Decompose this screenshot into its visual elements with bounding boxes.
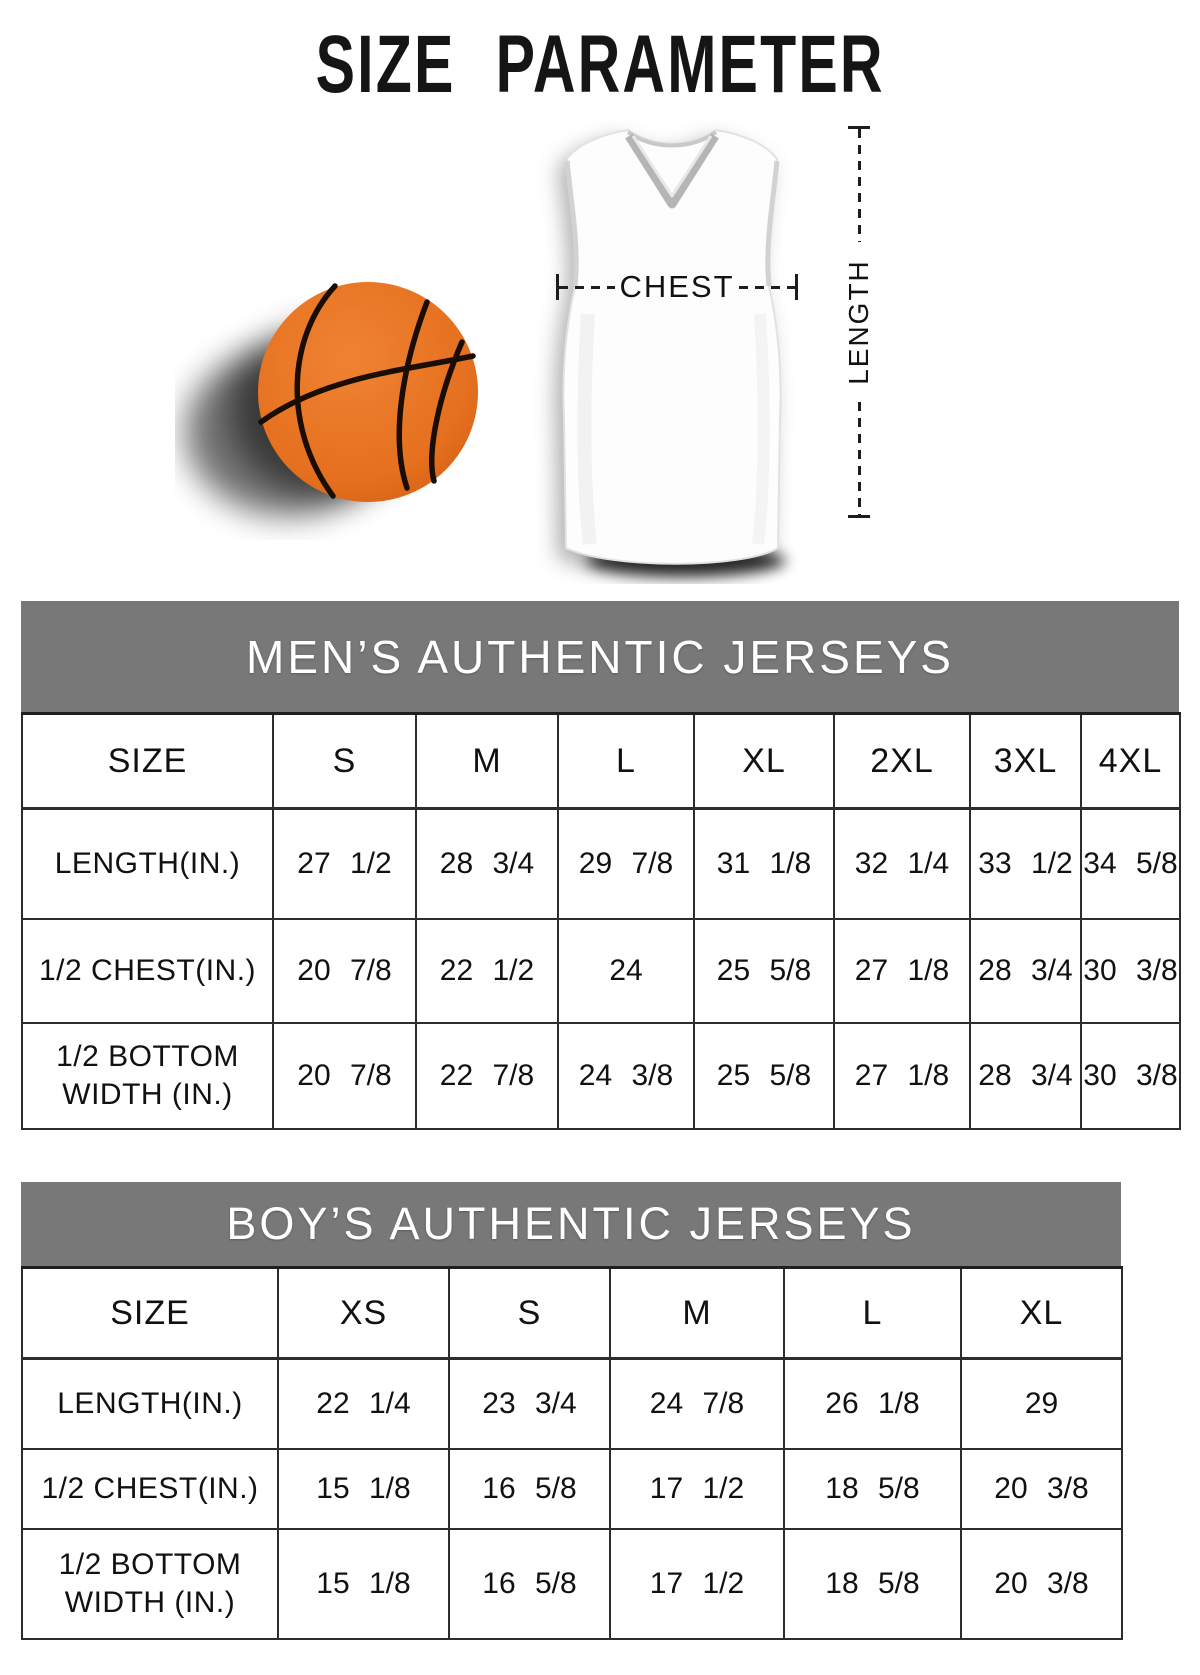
tick-mark (556, 274, 559, 300)
size-value-cell: 20 3/8 (960, 1527, 1123, 1640)
page-title-text: SIZE PARAMETER (315, 19, 885, 110)
size-value-cell: 34 5/8 (1080, 807, 1181, 920)
size-value-cell: 20 7/8 (272, 1021, 417, 1130)
size-value-cell: 20 7/8 (272, 917, 417, 1024)
jersey-fold-right (752, 313, 770, 545)
dash-segment (559, 285, 616, 289)
size-value-cell: 32 1/4 (833, 807, 971, 920)
dash-segment (857, 129, 861, 242)
size-value-cell: 29 7/8 (557, 807, 695, 920)
size-col-header: XS (277, 1266, 450, 1360)
size-value-cell: 28 3/4 (969, 917, 1082, 1024)
size-value-cell: 27 1/8 (833, 1021, 971, 1130)
mens-size-table: SIZE S M L XL 2XL 3XL 4XL LENGTH(IN.) 27… (21, 712, 1181, 1130)
measurement-diagram: CHEST LENGTH (0, 100, 1200, 600)
size-value-cell: 25 5/8 (693, 1021, 835, 1130)
length-label: LENGTH (843, 259, 875, 385)
size-value-cell: 30 3/8 (1080, 1021, 1181, 1130)
boys-table-title: BOY’S AUTHENTIC JERSEYS (21, 1182, 1121, 1266)
size-value-cell: 24 3/8 (557, 1021, 695, 1130)
size-col-header: XL (960, 1266, 1123, 1360)
dash-segment (857, 402, 861, 515)
size-col-header: L (557, 712, 695, 810)
size-value-cell: 22 1/4 (277, 1357, 450, 1450)
size-col-header: 4XL (1080, 712, 1181, 810)
size-value-cell: 31 1/8 (693, 807, 835, 920)
size-header-cell: SIZE (21, 712, 274, 810)
size-value-cell: 17 1/2 (609, 1527, 785, 1640)
boys-size-table-section: BOY’S AUTHENTIC JERSEYS SIZE XS S M L XL… (21, 1182, 1123, 1640)
row-label: LENGTH(IN.) (21, 807, 274, 920)
table-row: 1/2 CHEST(IN.) 20 7/8 22 1/2 24 25 5/8 2… (21, 917, 1181, 1024)
size-col-header: S (272, 712, 417, 810)
size-value-cell: 24 7/8 (609, 1357, 785, 1450)
jersey-vneck (625, 133, 719, 209)
mens-size-table-section: MEN’S AUTHENTIC JERSEYS SIZE S M L XL 2X… (21, 601, 1181, 1130)
jersey-armhole-left (564, 160, 579, 287)
table-row: 1/2 BOTTOM WIDTH (IN.) 20 7/8 22 7/8 24 … (21, 1021, 1181, 1130)
size-value-cell: 15 1/8 (277, 1447, 450, 1530)
size-value-cell: 27 1/2 (272, 807, 417, 920)
size-col-header: XL (693, 712, 835, 810)
size-col-header: M (415, 712, 559, 810)
size-value-cell: 16 5/8 (448, 1447, 611, 1530)
mens-table-title: MEN’S AUTHENTIC JERSEYS (21, 601, 1179, 712)
size-col-header: S (448, 1266, 611, 1360)
basketball-seams (258, 283, 476, 499)
length-measure-line: LENGTH (836, 126, 882, 518)
row-label: 1/2 CHEST(IN.) (21, 917, 274, 1024)
tick-mark (795, 274, 799, 300)
table-header-row: SIZE S M L XL 2XL 3XL 4XL (21, 712, 1181, 810)
size-col-header: M (609, 1266, 785, 1360)
row-label: 1/2 BOTTOM WIDTH (IN.) (21, 1527, 279, 1640)
jersey-collar-back (626, 130, 718, 148)
size-value-cell: 22 1/2 (415, 917, 559, 1024)
basketball-circle (258, 282, 478, 502)
table-row: LENGTH(IN.) 27 1/2 28 3/4 29 7/8 31 1/8 … (21, 807, 1181, 920)
basketball-image (185, 282, 478, 516)
size-value-cell: 20 3/8 (960, 1447, 1123, 1530)
size-value-cell: 16 5/8 (448, 1527, 611, 1640)
table-header-row: SIZE XS S M L XL (21, 1266, 1123, 1360)
tick-mark (848, 126, 870, 129)
chest-label: CHEST (619, 269, 735, 304)
size-value-cell: 33 1/2 (969, 807, 1082, 920)
size-value-cell: 24 (557, 917, 695, 1024)
length-label-wrap: LENGTH (839, 242, 879, 402)
row-label: LENGTH(IN.) (21, 1357, 279, 1450)
size-header-cell: SIZE (21, 1266, 279, 1360)
table-row: 1/2 CHEST(IN.) 15 1/8 16 5/8 17 1/2 18 5… (21, 1447, 1123, 1530)
size-value-cell: 28 3/4 (415, 807, 559, 920)
dash-segment (738, 285, 796, 289)
jersey-fold-left (577, 313, 597, 545)
size-value-cell: 29 (960, 1357, 1123, 1450)
size-value-cell: 17 1/2 (609, 1447, 785, 1530)
table-row: LENGTH(IN.) 22 1/4 23 3/4 24 7/8 26 1/8 … (21, 1357, 1123, 1450)
chest-measure-line: CHEST (556, 267, 799, 307)
size-value-cell: 25 5/8 (693, 917, 835, 1024)
jersey-vneck-inner (631, 135, 713, 198)
size-value-cell: 23 3/4 (448, 1357, 611, 1450)
size-value-cell: 28 3/4 (969, 1021, 1082, 1130)
row-label: 1/2 BOTTOM WIDTH (IN.) (21, 1021, 274, 1130)
size-value-cell: 22 7/8 (415, 1021, 559, 1130)
size-value-cell: 30 3/8 (1080, 917, 1181, 1024)
jersey-image (562, 128, 786, 576)
size-col-header: L (783, 1266, 962, 1360)
size-value-cell: 26 1/8 (783, 1357, 962, 1450)
size-col-header: 2XL (833, 712, 971, 810)
boys-size-table: SIZE XS S M L XL LENGTH(IN.) 22 1/4 23 3… (21, 1266, 1123, 1640)
jersey-armhole-right (765, 160, 780, 287)
size-value-cell: 18 5/8 (783, 1447, 962, 1530)
size-value-cell: 15 1/8 (277, 1527, 450, 1640)
size-value-cell: 27 1/8 (833, 917, 971, 1024)
tick-mark (848, 515, 870, 518)
page-title: SIZE PARAMETER (0, 24, 1200, 106)
table-row: 1/2 BOTTOM WIDTH (IN.) 15 1/8 16 5/8 17 … (21, 1527, 1123, 1640)
size-value-cell: 18 5/8 (783, 1527, 962, 1640)
size-col-header: 3XL (969, 712, 1082, 810)
row-label: 1/2 CHEST(IN.) (21, 1447, 279, 1530)
